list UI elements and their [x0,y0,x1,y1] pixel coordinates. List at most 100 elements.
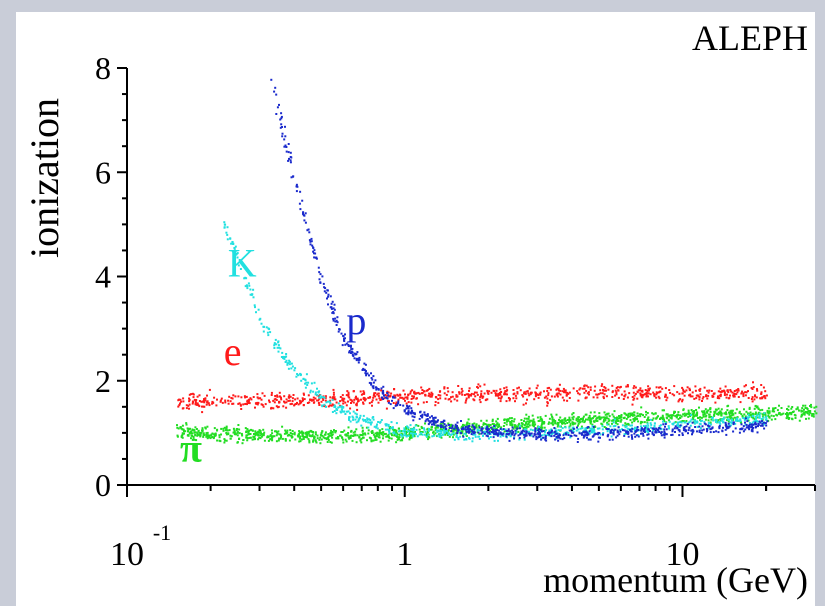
data-point [285,431,288,434]
data-point [712,419,715,422]
data-point [323,437,326,440]
data-point [767,414,770,417]
data-point [533,433,536,436]
data-point [318,278,321,281]
data-point [787,405,790,408]
data-point [614,428,617,431]
data-point [666,413,669,416]
data-point [331,436,334,439]
data-point [464,401,467,404]
data-point [514,394,517,397]
data-point [633,417,636,420]
data-point [466,426,469,429]
data-point [640,413,643,416]
data-point [676,424,679,427]
data-point [720,390,723,393]
data-point [578,432,581,435]
data-point [791,418,794,421]
data-point [712,416,714,419]
data-point [682,429,685,432]
data-point [715,421,717,423]
data-point [525,421,528,424]
data-point [393,434,396,437]
data-point [624,393,627,396]
data-point [344,333,346,336]
data-point [450,396,452,399]
data-point [614,389,617,392]
data-point [595,393,598,396]
data-point [757,420,760,423]
data-point [194,403,197,406]
data-point [772,415,775,418]
data-point [343,340,346,342]
data-point [415,397,418,400]
data-point [249,433,252,435]
data-point [237,395,240,398]
data-point [507,397,510,399]
data-point [764,390,767,393]
data-point [584,418,587,421]
data-point [277,405,280,408]
data-point [314,440,317,443]
data-point [629,419,632,422]
data-point [647,385,650,388]
data-point [325,405,327,408]
data-point [454,423,457,426]
data-point [525,430,528,433]
data-point [345,404,348,407]
data-point [554,430,557,433]
data-point [430,395,433,398]
data-point [331,433,334,436]
data-point [544,430,546,433]
data-point [563,391,566,394]
data-point [201,411,204,414]
data-point [589,438,592,441]
data-point [411,389,414,392]
data-point [257,308,260,311]
data-point [204,426,207,429]
data-point [409,437,412,439]
data-point [641,428,644,431]
data-point [206,431,209,434]
data-point [611,396,614,398]
data-point [713,414,716,417]
data-point [483,432,486,435]
data-point [430,391,433,394]
data-point [361,369,364,371]
data-point [659,386,662,389]
data-point [290,402,293,405]
data-point [291,432,294,435]
data-point [404,434,407,437]
data-point [615,391,618,394]
data-point [585,430,587,433]
data-point [698,422,701,425]
data-point [543,426,546,429]
data-point [481,395,484,398]
data-point [585,389,588,392]
data-point [589,420,592,423]
data-point [376,433,379,436]
data-point [439,432,442,435]
data-point [593,429,596,432]
data-point [722,418,725,421]
data-point [355,441,358,444]
data-point [200,431,203,434]
data-point [478,438,481,440]
data-point [690,429,693,432]
data-point [446,387,449,390]
data-point [527,432,530,435]
data-point [428,436,431,439]
data-point [366,418,369,421]
data-point [572,418,575,421]
data-point [555,432,558,435]
data-point [640,432,642,435]
data-point [595,417,598,420]
data-point [576,426,578,429]
data-point [568,397,571,399]
data-point [572,423,574,426]
data-point [652,417,655,420]
data-point [401,438,403,441]
data-point [429,393,432,396]
data-point [432,430,435,433]
data-point [309,398,312,401]
